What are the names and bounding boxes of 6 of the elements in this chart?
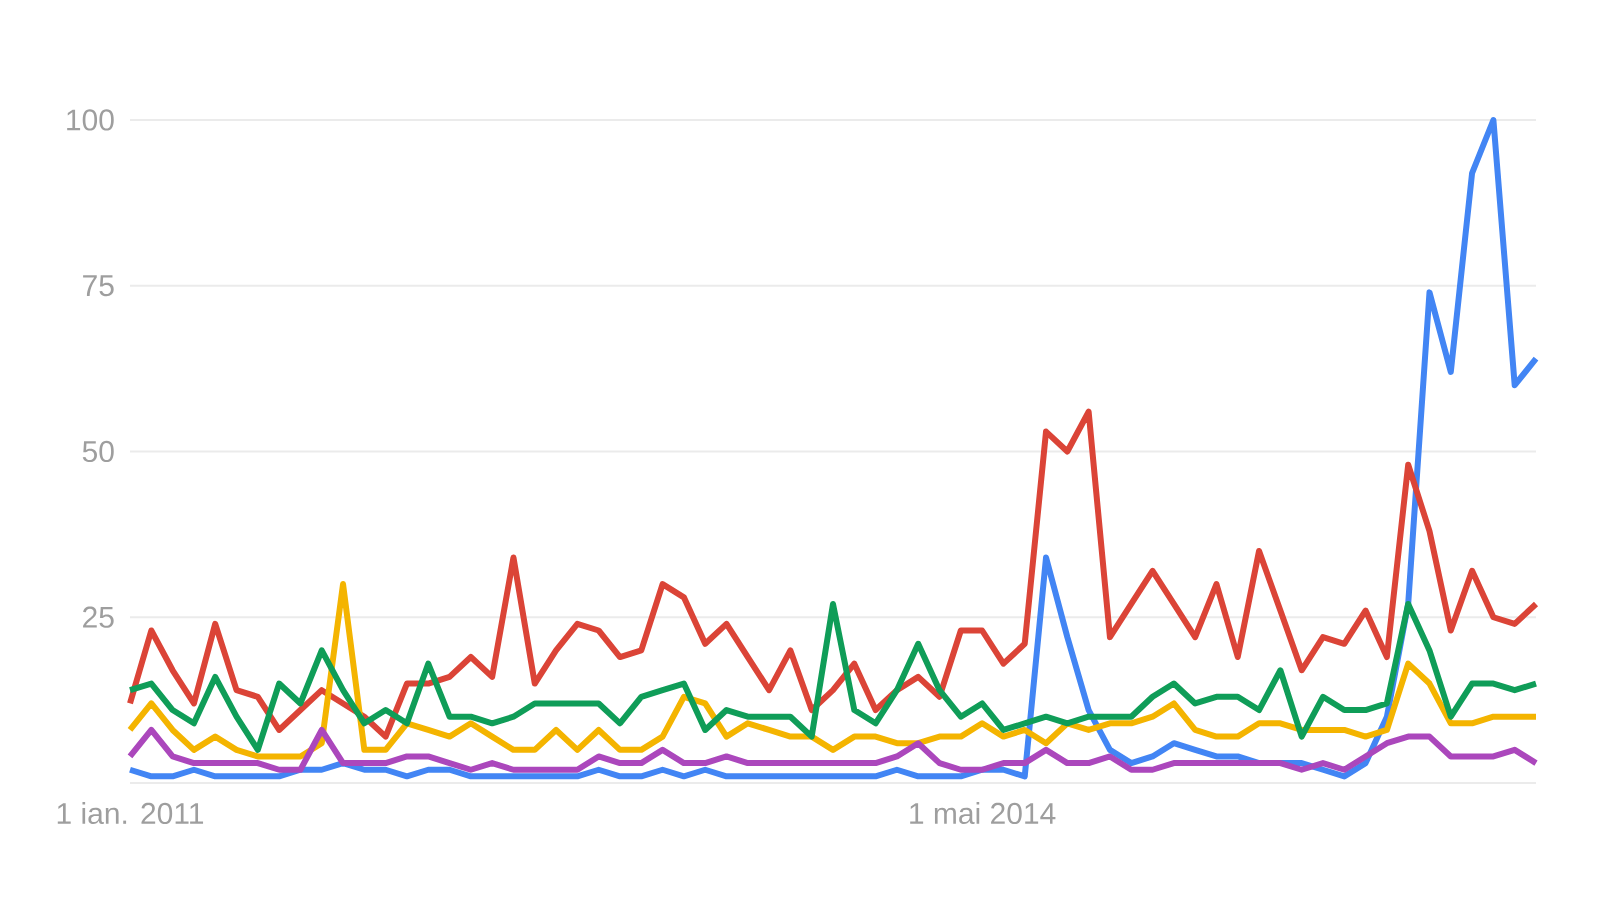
y-tick-label: 25 bbox=[83, 606, 114, 628]
y-tick-label: 50 bbox=[82, 440, 114, 463]
y-tick-label: 75 bbox=[83, 275, 114, 297]
x-tick-label: 1 mai 2014 bbox=[910, 802, 1056, 825]
x-tick-label: 1 ian. 2011 bbox=[57, 802, 204, 825]
y-tick-label: 100 bbox=[67, 109, 114, 131]
